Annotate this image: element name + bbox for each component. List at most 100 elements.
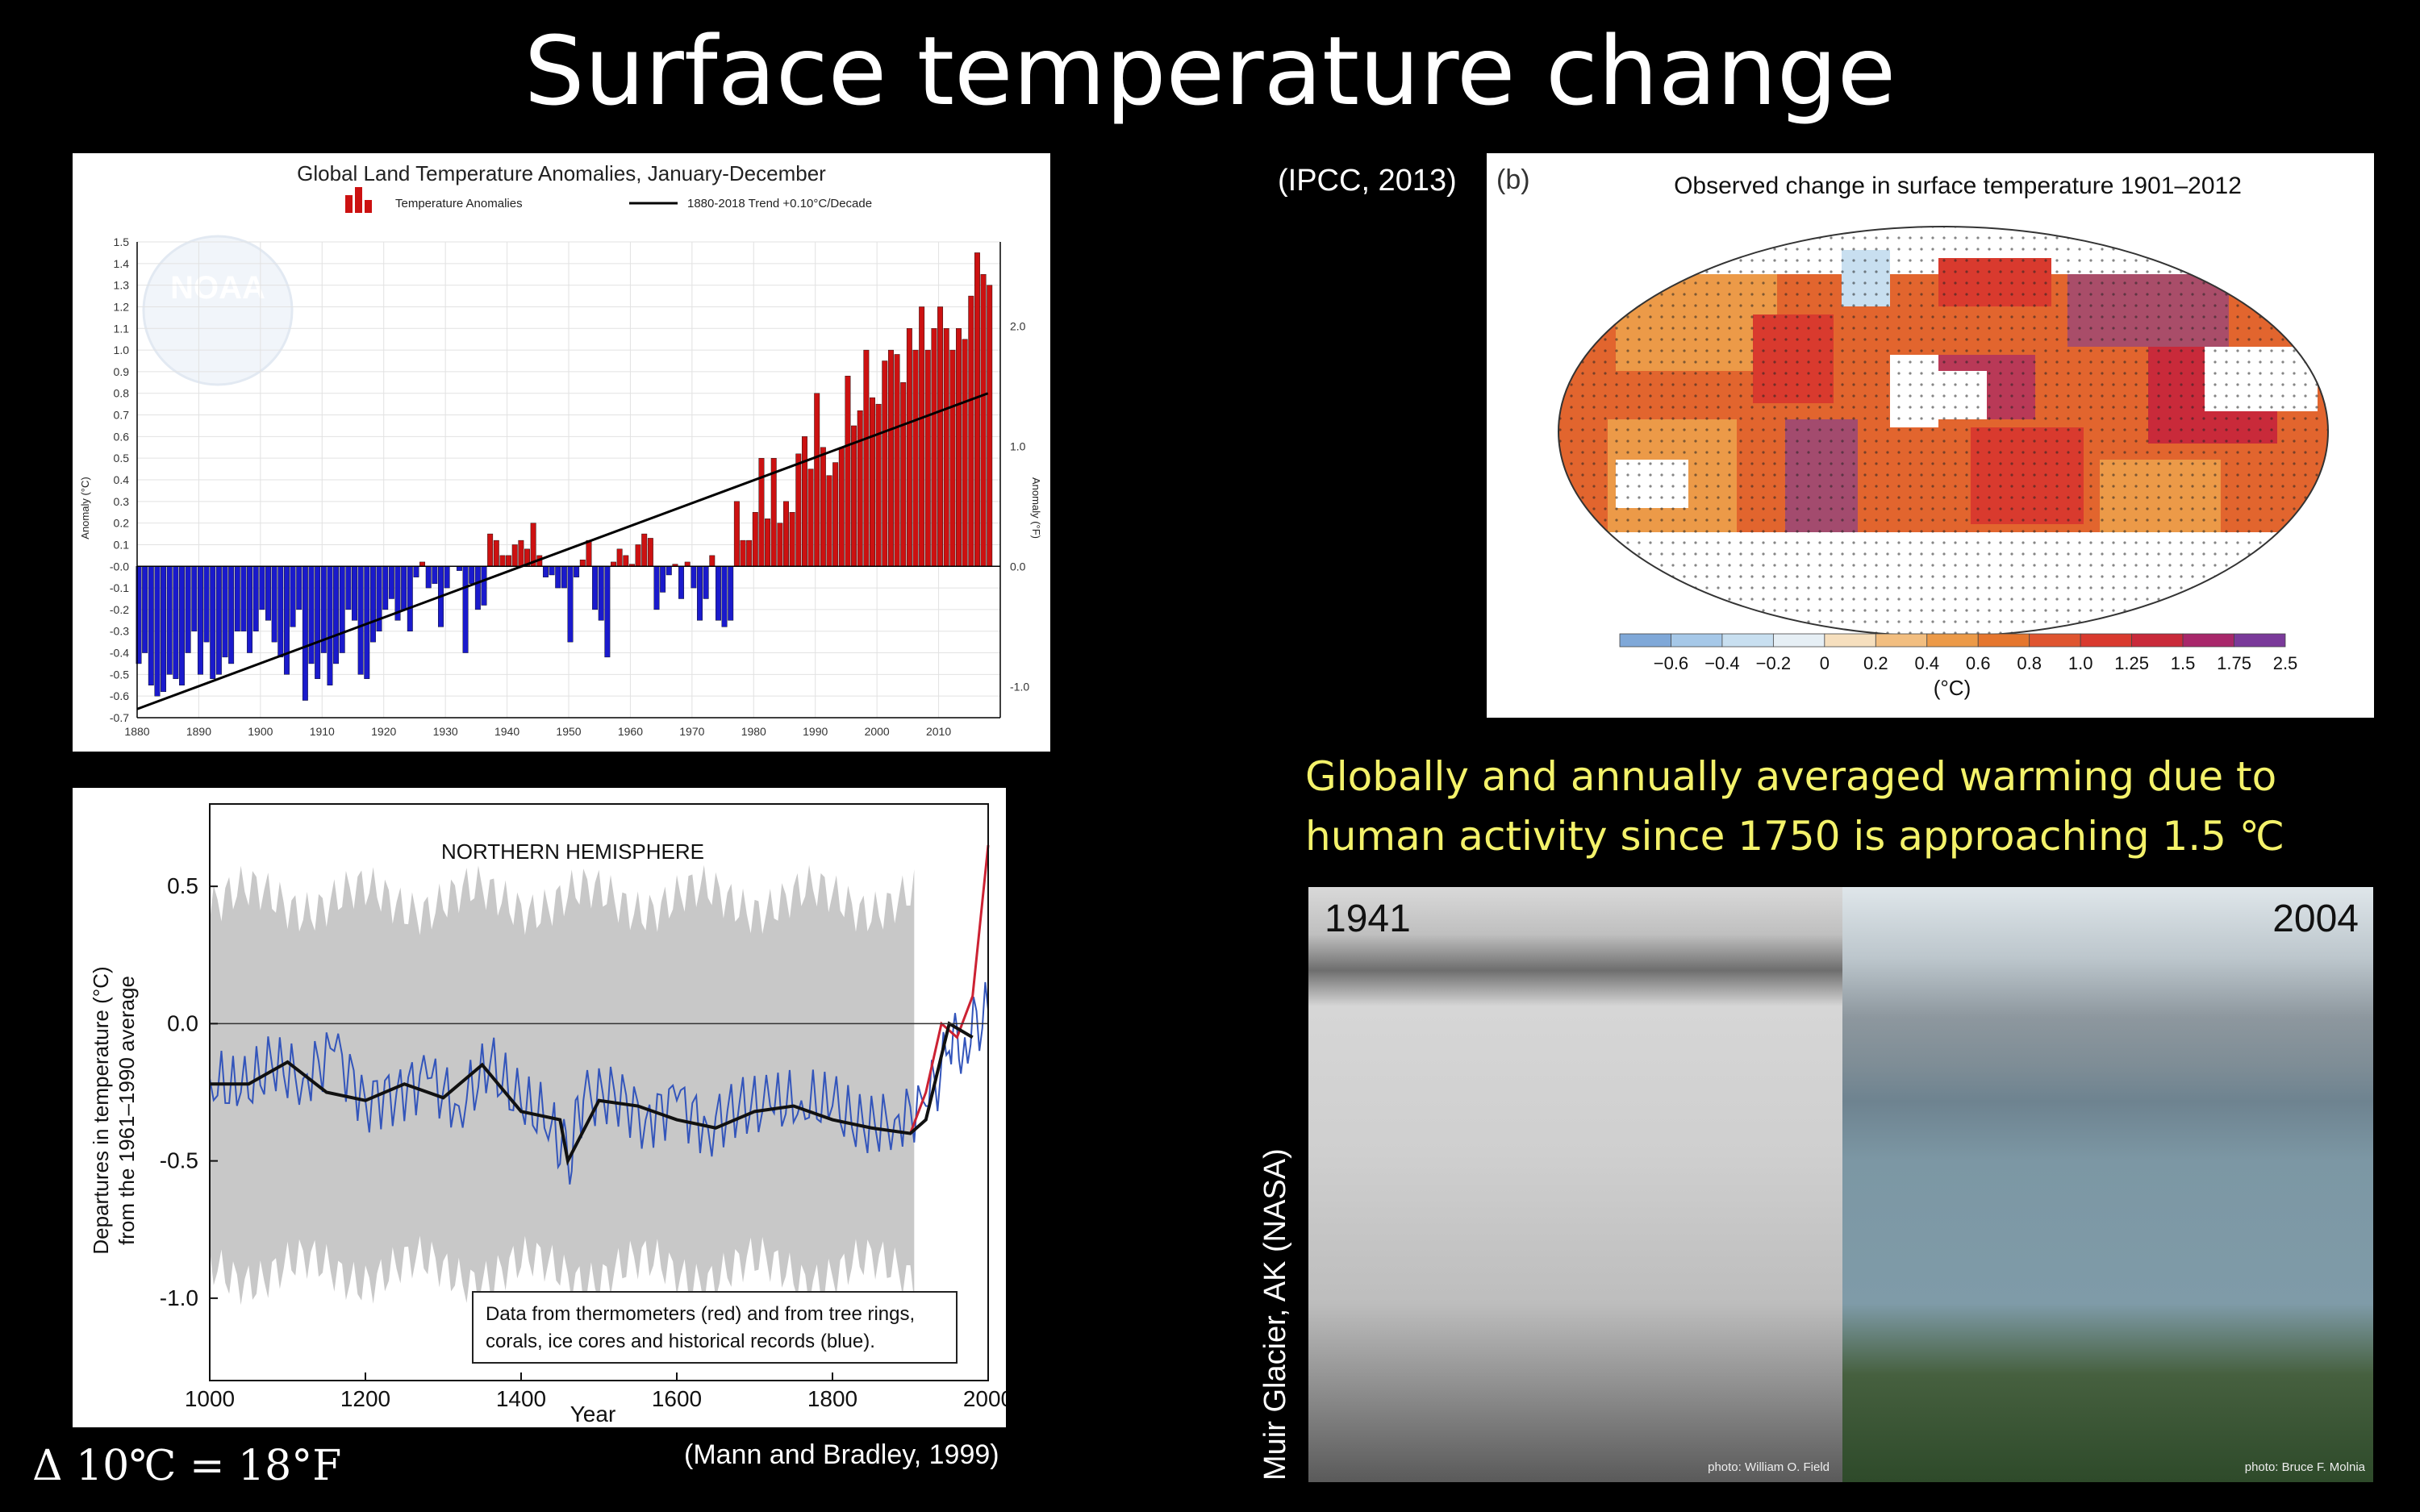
noaa-ylabel-left: Anomaly (°C) (79, 477, 91, 539)
glacier-photo-2004: 2004 photo: Bruce F. Molnia (1842, 887, 2373, 1482)
noaa-bar (653, 566, 660, 610)
noaa-bar (758, 457, 765, 567)
noaa-ytick-right-label: 2.0 (1010, 319, 1026, 332)
noaa-bar (777, 523, 783, 567)
noaa-bar (924, 349, 931, 567)
nh-uncertainty-area (210, 864, 915, 1306)
noaa-bar (623, 555, 629, 567)
nh-chart: 0.5 0.0 -0.5 -1.0 1000 1200 1400 1600 1800 2000 N… (89, 803, 1006, 1427)
noaa-bar (277, 566, 284, 658)
noaa-bar (401, 566, 407, 610)
noaa-bar (290, 566, 296, 627)
nh-xtick-label: 1400 (496, 1386, 546, 1411)
noaa-ytick-label: 1.2 (114, 300, 130, 313)
colorbar-tick-label: 0 (1820, 653, 1830, 673)
glacier-caption: Muir Glacier, AK (NASA) (1258, 1148, 1292, 1481)
nh-chart-title: NORTHERN HEMISPHERE (441, 839, 704, 864)
noaa-bar (832, 462, 839, 567)
noaa-ytick-label: 0.3 (114, 495, 130, 508)
colorbar-swatch (1671, 633, 1723, 648)
noaa-bar (369, 566, 376, 643)
colorbar-tick-label: 2.5 (2273, 653, 2298, 673)
noaa-bar (432, 566, 438, 584)
colorbar-swatch (1772, 633, 1825, 648)
colorbar-swatch (1875, 633, 1928, 648)
colorbar-tick-label: 0.2 (1863, 653, 1888, 673)
map-colorbar: −0.6 −0.4 −0.2 0 0.2 0.4 0.6 0.8 1.0 1.25 1.5 1.75 2… (1619, 633, 2298, 673)
noaa-bar (611, 561, 616, 567)
noaa-bar (703, 566, 709, 599)
noaa-bar (407, 566, 413, 631)
noaa-bar (586, 539, 592, 567)
colorbar-swatch (2234, 633, 2286, 648)
noaa-ytick-label: -0.3 (110, 625, 129, 638)
colorbar-tick-label: −0.4 (1704, 653, 1739, 673)
noaa-ytick-label: 1.4 (114, 257, 130, 270)
noaa-ytick-label: 0.5 (114, 452, 130, 464)
noaa-bar (801, 436, 807, 567)
noaa-ytick-label: -0.6 (110, 689, 129, 702)
noaa-bar (530, 523, 536, 567)
noaa-bar (598, 566, 604, 621)
slide-title: Surface temperature change (524, 15, 1896, 127)
noaa-bar (499, 555, 506, 567)
noaa-bar (542, 566, 549, 577)
noaa-bar (259, 566, 265, 610)
noaa-xtick-label: 1880 (124, 725, 149, 738)
noaa-bar (222, 566, 228, 658)
noaa-bar (352, 566, 357, 621)
nh-ylabel-line1: Departures in temperature (°C) (89, 966, 113, 1254)
nh-ylabel-line2: from the 1961–1990 average (115, 976, 139, 1245)
takeaway-text: Globally and annually averaged warming d… (1305, 747, 2394, 866)
noaa-bar (919, 306, 925, 567)
glacier-photo-comparison: 1941 photo: William O. Field 2004 photo:… (1308, 887, 2373, 1482)
colorbar-tick-label: 1.5 (2171, 653, 2196, 673)
noaa-bar (345, 566, 352, 610)
noaa-logo-text: NOAA (170, 270, 265, 306)
noaa-bar (240, 566, 247, 631)
colorbar-tick-label: 0.8 (2017, 653, 2042, 673)
noaa-bar (807, 469, 814, 567)
nh-proxy-series (209, 981, 989, 1185)
noaa-bar (234, 566, 240, 631)
noaa-bar (357, 566, 364, 675)
noaa-legend-trend: 1880-2018 Trend +0.10°C/Decade (687, 197, 872, 210)
noaa-bar (327, 566, 333, 685)
conversion-formula: Δ 10℃ = 18°F (32, 1442, 342, 1490)
noaa-bar (826, 475, 832, 567)
noaa-bar (462, 566, 469, 653)
noaa-bar (215, 566, 222, 675)
noaa-bar (579, 560, 586, 567)
noaa-ytick-label: -0.5 (110, 668, 129, 681)
colorbar-tick-label: 0.4 (1914, 653, 1939, 673)
noaa-xtick-label: 2000 (865, 725, 890, 738)
photo-year-2004: 2004 (2272, 898, 2359, 940)
temperature-map: (b) Observed change in surface temperatu… (1496, 165, 2329, 700)
noaa-bar (882, 360, 888, 567)
noaa-xtick-label: 1930 (433, 725, 458, 738)
noaa-bar (197, 566, 203, 675)
noaa-bar (173, 566, 179, 679)
noaa-bar (616, 548, 623, 567)
noaa-bar (271, 566, 277, 643)
noaa-chart-title: Global Land Temperature Anomalies, Janua… (297, 161, 826, 185)
nh-uncertainty-band (210, 864, 915, 1306)
noaa-bar (265, 566, 271, 621)
mann-citation: (Mann and Bradley, 1999) (684, 1439, 999, 1470)
colorbar-tick-label: 1.25 (2114, 653, 2149, 673)
noaa-bar (154, 566, 161, 697)
noaa-bar (567, 566, 574, 643)
noaa-bar (252, 566, 259, 631)
noaa-ytick-label: 0.7 (114, 409, 130, 422)
noaa-ytick-label: 0.8 (114, 387, 130, 400)
noaa-bar (789, 512, 795, 567)
noaa-bar (481, 566, 487, 606)
noaa-ytick-label: 1.5 (114, 235, 130, 248)
noaa-ytick-label: -0.7 (110, 711, 129, 724)
colorbar-swatch (1721, 633, 1774, 648)
colorbar-tick-label: −0.2 (1756, 653, 1791, 673)
nh-ytick-label: -0.5 (160, 1148, 198, 1173)
colorbar-tick-label: 1.75 (2217, 653, 2251, 673)
noaa-bar (987, 285, 993, 567)
noaa-bar (333, 566, 340, 664)
